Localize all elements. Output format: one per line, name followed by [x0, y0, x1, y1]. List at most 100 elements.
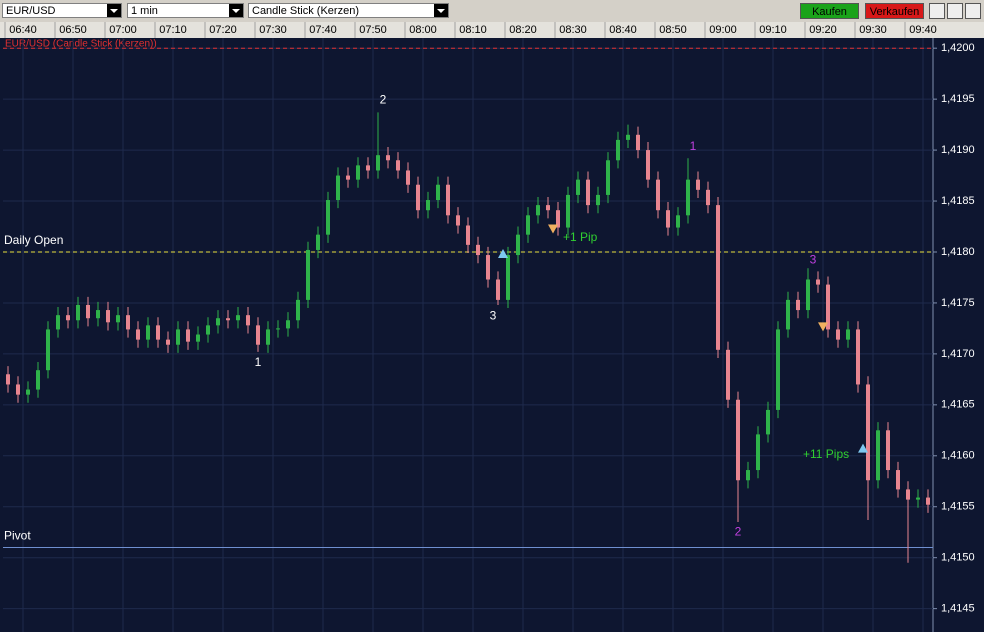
candle-body — [846, 329, 850, 340]
draw-icon[interactable] — [947, 3, 963, 19]
candle-body — [456, 215, 460, 226]
candle-body — [706, 189, 710, 206]
x-tick-label: 07:10 — [159, 24, 187, 36]
candle-body — [636, 134, 640, 151]
x-tick-label: 08:00 — [409, 24, 437, 36]
candle-body — [806, 279, 810, 311]
x-tick-label: 07:50 — [359, 24, 387, 36]
x-tick-label: 09:00 — [709, 24, 737, 36]
dropdown-arrow[interactable] — [434, 4, 448, 17]
toolbar: EUR/USD 1 min Candle Stick (Kerzen) Kauf… — [0, 0, 984, 22]
candle-body — [486, 255, 490, 280]
candle-body — [526, 215, 530, 235]
candle-body — [316, 234, 320, 250]
candle-body — [336, 175, 340, 201]
candle-body — [496, 279, 500, 300]
candle-body — [246, 315, 250, 326]
x-tick-label: 09:20 — [809, 24, 837, 36]
plot-background — [0, 38, 984, 632]
candle-body — [306, 249, 310, 300]
y-tick-label: 1,4190 — [941, 144, 975, 156]
y-tick-label: 1,4145 — [941, 603, 975, 615]
y-tick-label: 1,4180 — [941, 246, 975, 258]
interval: 1 min — [131, 5, 158, 17]
interval-select[interactable]: 1 min — [127, 3, 244, 18]
annotation: 2 — [735, 524, 742, 538]
annotation: 1 — [690, 139, 697, 153]
candle-icon[interactable] — [929, 3, 945, 19]
candle-body — [766, 409, 770, 435]
x-tick-label: 08:30 — [559, 24, 587, 36]
candle-body — [656, 179, 660, 211]
y-tick-label: 1,4165 — [941, 399, 975, 411]
candle-body — [856, 329, 860, 385]
symbol-select[interactable]: EUR/USD — [2, 3, 122, 18]
candle-body — [516, 234, 520, 256]
candle-body — [906, 489, 910, 500]
candle-body — [836, 329, 840, 340]
candle-body — [26, 389, 30, 395]
candle-body — [56, 315, 60, 330]
dropdown-arrow[interactable] — [229, 4, 243, 17]
annotation: +11 Pips — [803, 447, 849, 461]
candle-body — [106, 310, 110, 323]
candle-body — [406, 170, 410, 185]
candle-body — [146, 325, 150, 340]
candle-body — [796, 299, 800, 311]
candle-body — [776, 329, 780, 410]
candle-body — [236, 315, 240, 321]
x-tick-label: 07:30 — [259, 24, 287, 36]
candle-body — [606, 160, 610, 195]
dropdown-arrow[interactable] — [107, 4, 121, 17]
candle-body — [916, 497, 920, 500]
candle-body — [156, 325, 160, 340]
candle-body — [556, 210, 560, 228]
x-tick-label: 09:30 — [859, 24, 887, 36]
x-tick-label: 08:40 — [609, 24, 637, 36]
chart-title: EUR/USD (Candle Stick (Kerzen)) — [5, 39, 157, 50]
candle-body — [466, 225, 470, 245]
annotation: 3 — [490, 308, 497, 322]
x-tick-label: 06:50 — [59, 24, 87, 36]
x-tick-label: 08:10 — [459, 24, 487, 36]
y-tick-label: 1,4150 — [941, 552, 975, 564]
x-tick-label: 08:50 — [659, 24, 687, 36]
candle-body — [126, 315, 130, 330]
candle-body — [186, 329, 190, 342]
candle-body — [756, 434, 760, 471]
candle-body — [16, 384, 20, 395]
candle-body — [426, 200, 430, 211]
candle-body — [616, 139, 620, 161]
candle-body — [266, 329, 270, 345]
candle-body — [506, 255, 510, 300]
candle-body — [326, 200, 330, 235]
candle-body — [446, 184, 450, 216]
y-tick-label: 1,4155 — [941, 501, 975, 513]
candle-body — [686, 179, 690, 216]
window-icon[interactable] — [965, 3, 981, 19]
candle-body — [366, 165, 370, 171]
y-tick-label: 1,4175 — [941, 297, 975, 309]
signal-arrow — [818, 322, 828, 332]
candle-body — [176, 329, 180, 345]
sell-button[interactable]: Verkaufen — [865, 3, 924, 19]
style-select[interactable]: Candle Stick (Kerzen) — [248, 3, 449, 18]
symbol: EUR/USD — [6, 5, 56, 17]
x-tick-label: 07:20 — [209, 24, 237, 36]
candle-body — [476, 244, 480, 256]
candle-body — [826, 284, 830, 330]
buy-button[interactable]: Kaufen — [800, 3, 859, 19]
candle-body — [676, 215, 680, 228]
candle-body — [276, 328, 280, 330]
candle-body — [646, 150, 650, 180]
candle-body — [876, 430, 880, 481]
candle-body — [436, 184, 440, 201]
candle-body — [626, 134, 630, 140]
candle-body — [66, 315, 70, 321]
x-tick-label: 07:00 — [109, 24, 137, 36]
candle-body — [566, 194, 570, 228]
level-label: Daily Open — [4, 233, 63, 247]
time-axis-strip — [0, 22, 984, 38]
x-tick-label: 06:40 — [9, 24, 37, 36]
